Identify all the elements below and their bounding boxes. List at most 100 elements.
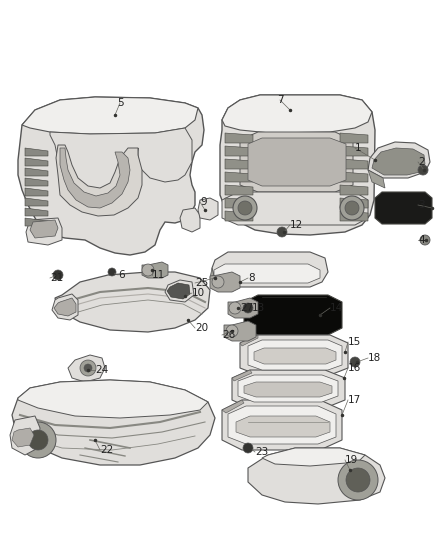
Text: 24: 24: [95, 365, 108, 375]
Polygon shape: [25, 188, 48, 196]
Polygon shape: [372, 148, 425, 175]
Circle shape: [350, 357, 360, 367]
Polygon shape: [375, 192, 432, 224]
Text: 21: 21: [50, 273, 63, 283]
Text: 20: 20: [195, 323, 208, 333]
Polygon shape: [248, 138, 346, 186]
Text: 3: 3: [418, 200, 424, 210]
Circle shape: [53, 270, 63, 280]
Circle shape: [345, 201, 359, 215]
Polygon shape: [340, 159, 368, 169]
Polygon shape: [142, 262, 168, 278]
Polygon shape: [254, 348, 336, 364]
Circle shape: [418, 165, 428, 175]
Circle shape: [346, 468, 370, 492]
Polygon shape: [368, 142, 430, 178]
Text: 2: 2: [418, 157, 424, 167]
Polygon shape: [18, 97, 204, 255]
Polygon shape: [10, 416, 40, 455]
Text: 22: 22: [100, 445, 113, 455]
Polygon shape: [224, 321, 256, 341]
Polygon shape: [236, 416, 330, 437]
Text: 18: 18: [368, 353, 381, 363]
Text: 16: 16: [348, 363, 361, 373]
Text: 7: 7: [277, 95, 283, 105]
Polygon shape: [225, 159, 253, 169]
Circle shape: [340, 196, 364, 220]
Polygon shape: [52, 294, 78, 320]
Polygon shape: [25, 198, 48, 206]
Polygon shape: [25, 178, 48, 186]
Text: 15: 15: [348, 337, 361, 347]
Circle shape: [80, 360, 96, 376]
Circle shape: [238, 201, 252, 215]
Polygon shape: [228, 406, 336, 444]
Polygon shape: [225, 198, 253, 208]
Polygon shape: [222, 95, 372, 133]
Polygon shape: [18, 380, 208, 418]
Circle shape: [212, 276, 224, 288]
Polygon shape: [368, 170, 385, 188]
Text: 14: 14: [330, 303, 343, 313]
Circle shape: [108, 268, 116, 276]
Polygon shape: [25, 208, 48, 216]
Polygon shape: [225, 185, 253, 195]
Text: 5: 5: [117, 98, 124, 108]
Circle shape: [233, 196, 257, 220]
Polygon shape: [56, 145, 142, 216]
Text: 17: 17: [348, 395, 361, 405]
Polygon shape: [50, 128, 192, 192]
Polygon shape: [210, 268, 215, 285]
Circle shape: [84, 364, 92, 372]
Polygon shape: [55, 272, 210, 332]
Polygon shape: [225, 211, 253, 221]
Circle shape: [277, 227, 287, 237]
Polygon shape: [340, 211, 368, 221]
Polygon shape: [26, 218, 62, 245]
Polygon shape: [210, 272, 240, 292]
Polygon shape: [60, 148, 130, 208]
Polygon shape: [12, 380, 215, 465]
Polygon shape: [240, 335, 348, 375]
Polygon shape: [25, 158, 48, 166]
Polygon shape: [340, 146, 368, 156]
Polygon shape: [165, 280, 194, 302]
Polygon shape: [54, 298, 76, 316]
Text: 10: 10: [192, 288, 205, 298]
Text: 1: 1: [355, 143, 362, 153]
Polygon shape: [222, 192, 368, 225]
Polygon shape: [180, 208, 200, 232]
Polygon shape: [244, 382, 332, 397]
Polygon shape: [25, 218, 48, 226]
Text: 11: 11: [152, 270, 165, 280]
Polygon shape: [12, 428, 34, 447]
Polygon shape: [248, 340, 342, 370]
Polygon shape: [232, 370, 345, 408]
Polygon shape: [340, 198, 368, 208]
Polygon shape: [248, 448, 385, 504]
Circle shape: [243, 443, 253, 453]
Polygon shape: [262, 448, 365, 466]
Polygon shape: [212, 252, 328, 287]
Circle shape: [338, 460, 378, 500]
Polygon shape: [167, 283, 190, 299]
Circle shape: [243, 303, 253, 313]
Circle shape: [226, 325, 238, 337]
Polygon shape: [222, 400, 244, 413]
Text: 8: 8: [248, 273, 254, 283]
Text: 13: 13: [252, 303, 265, 313]
Polygon shape: [220, 95, 375, 235]
Text: 12: 12: [290, 220, 303, 230]
Polygon shape: [340, 172, 368, 182]
Polygon shape: [232, 370, 252, 381]
Polygon shape: [225, 146, 253, 156]
Polygon shape: [225, 133, 253, 143]
Text: 9: 9: [200, 197, 207, 207]
Polygon shape: [340, 133, 368, 143]
Polygon shape: [240, 132, 353, 192]
Circle shape: [28, 430, 48, 450]
Text: 26: 26: [222, 330, 235, 340]
Circle shape: [229, 302, 241, 314]
Polygon shape: [25, 168, 48, 176]
Circle shape: [420, 235, 430, 245]
